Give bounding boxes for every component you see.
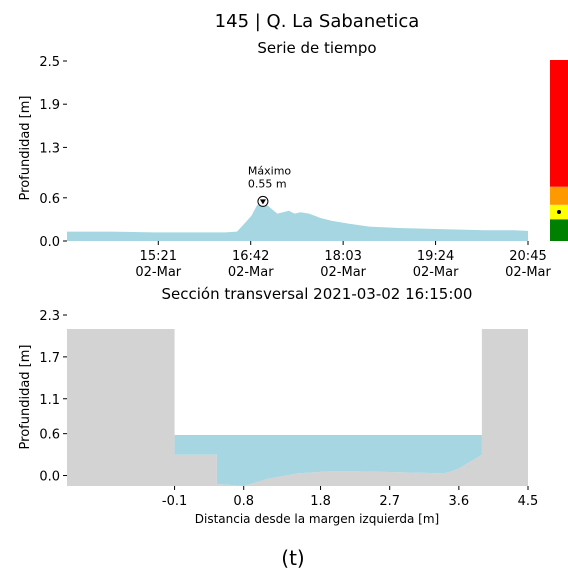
current-level-dot <box>557 210 561 215</box>
timeseries-ylabel: Profundidad [m] <box>18 96 33 201</box>
timeseries-ytick-label: 0.0 <box>39 235 60 250</box>
timeseries-ytick-label: 0.6 <box>39 192 60 207</box>
alert-level-bar <box>550 60 568 241</box>
max-marker-arrow <box>259 199 266 205</box>
timeseries-xtick-label: 15:21 <box>140 249 177 264</box>
crosssection-ytick-label: 0.0 <box>39 470 60 485</box>
timeseries-ytick-label: 1.9 <box>39 98 60 113</box>
chart-main-title: 145 | Q. La Sabanetica <box>215 11 420 32</box>
max-annotation-value: 0.55 m <box>248 177 287 190</box>
crosssection-title: Sección transversal 2021-03-02 16:15:00 <box>162 285 473 303</box>
crosssection-xtick-label: 4.5 <box>518 494 539 509</box>
timeseries-area <box>67 201 528 241</box>
crosssection-xlabel: Distancia desde la margen izquierda [m] <box>195 512 439 526</box>
crosssection-ytick-label: 1.7 <box>39 351 60 366</box>
timeseries-title: Serie de tiempo <box>257 39 376 57</box>
crosssection-xtick-label: 3.6 <box>449 494 470 509</box>
timeseries-xtick-label: 19:24 <box>417 249 454 264</box>
timeseries-xtick-date: 02-Mar <box>505 265 551 280</box>
timeseries-xtick-label: 20:45 <box>509 249 546 264</box>
crosssection-plot: Profundidad [m] Distancia desde la marge… <box>18 309 538 526</box>
crosssection-xtick-label: 1.8 <box>310 494 331 509</box>
crosssection-ytick-label: 2.3 <box>39 309 60 324</box>
crosssection-xtick-label: -0.1 <box>162 494 187 509</box>
alert-level-segment <box>550 219 568 241</box>
timeseries-ytick-label: 1.3 <box>39 141 60 156</box>
alert-level-segment <box>550 60 568 187</box>
timeseries-xtick-date: 02-Mar <box>135 265 181 280</box>
timeseries-xtick-date: 02-Mar <box>320 265 366 280</box>
timeseries-xtick-date: 02-Mar <box>228 265 274 280</box>
crosssection-ylabel: Profundidad [m] <box>18 345 33 450</box>
timeseries-xtick-date: 02-Mar <box>413 265 459 280</box>
crosssection-ytick-label: 1.1 <box>39 393 60 408</box>
timeseries-xtick-label: 16:42 <box>232 249 269 264</box>
crosssection-xtick-label: 2.7 <box>379 494 400 509</box>
timeseries-plot: Profundidad [m] 0.00.61.31.92.515:2102-M… <box>18 55 552 280</box>
figure-caption: (t) <box>281 546 304 570</box>
timeseries-xtick-label: 18:03 <box>324 249 361 264</box>
crosssection-xtick-label: 0.8 <box>233 494 254 509</box>
crosssection-ground <box>67 328 528 486</box>
crosssection-water <box>174 435 482 486</box>
alert-level-segment <box>550 186 568 205</box>
timeseries-ytick-label: 2.5 <box>39 55 60 70</box>
max-annotation-label: Máximo <box>248 164 292 177</box>
crosssection-ytick-label: 0.6 <box>39 428 60 443</box>
